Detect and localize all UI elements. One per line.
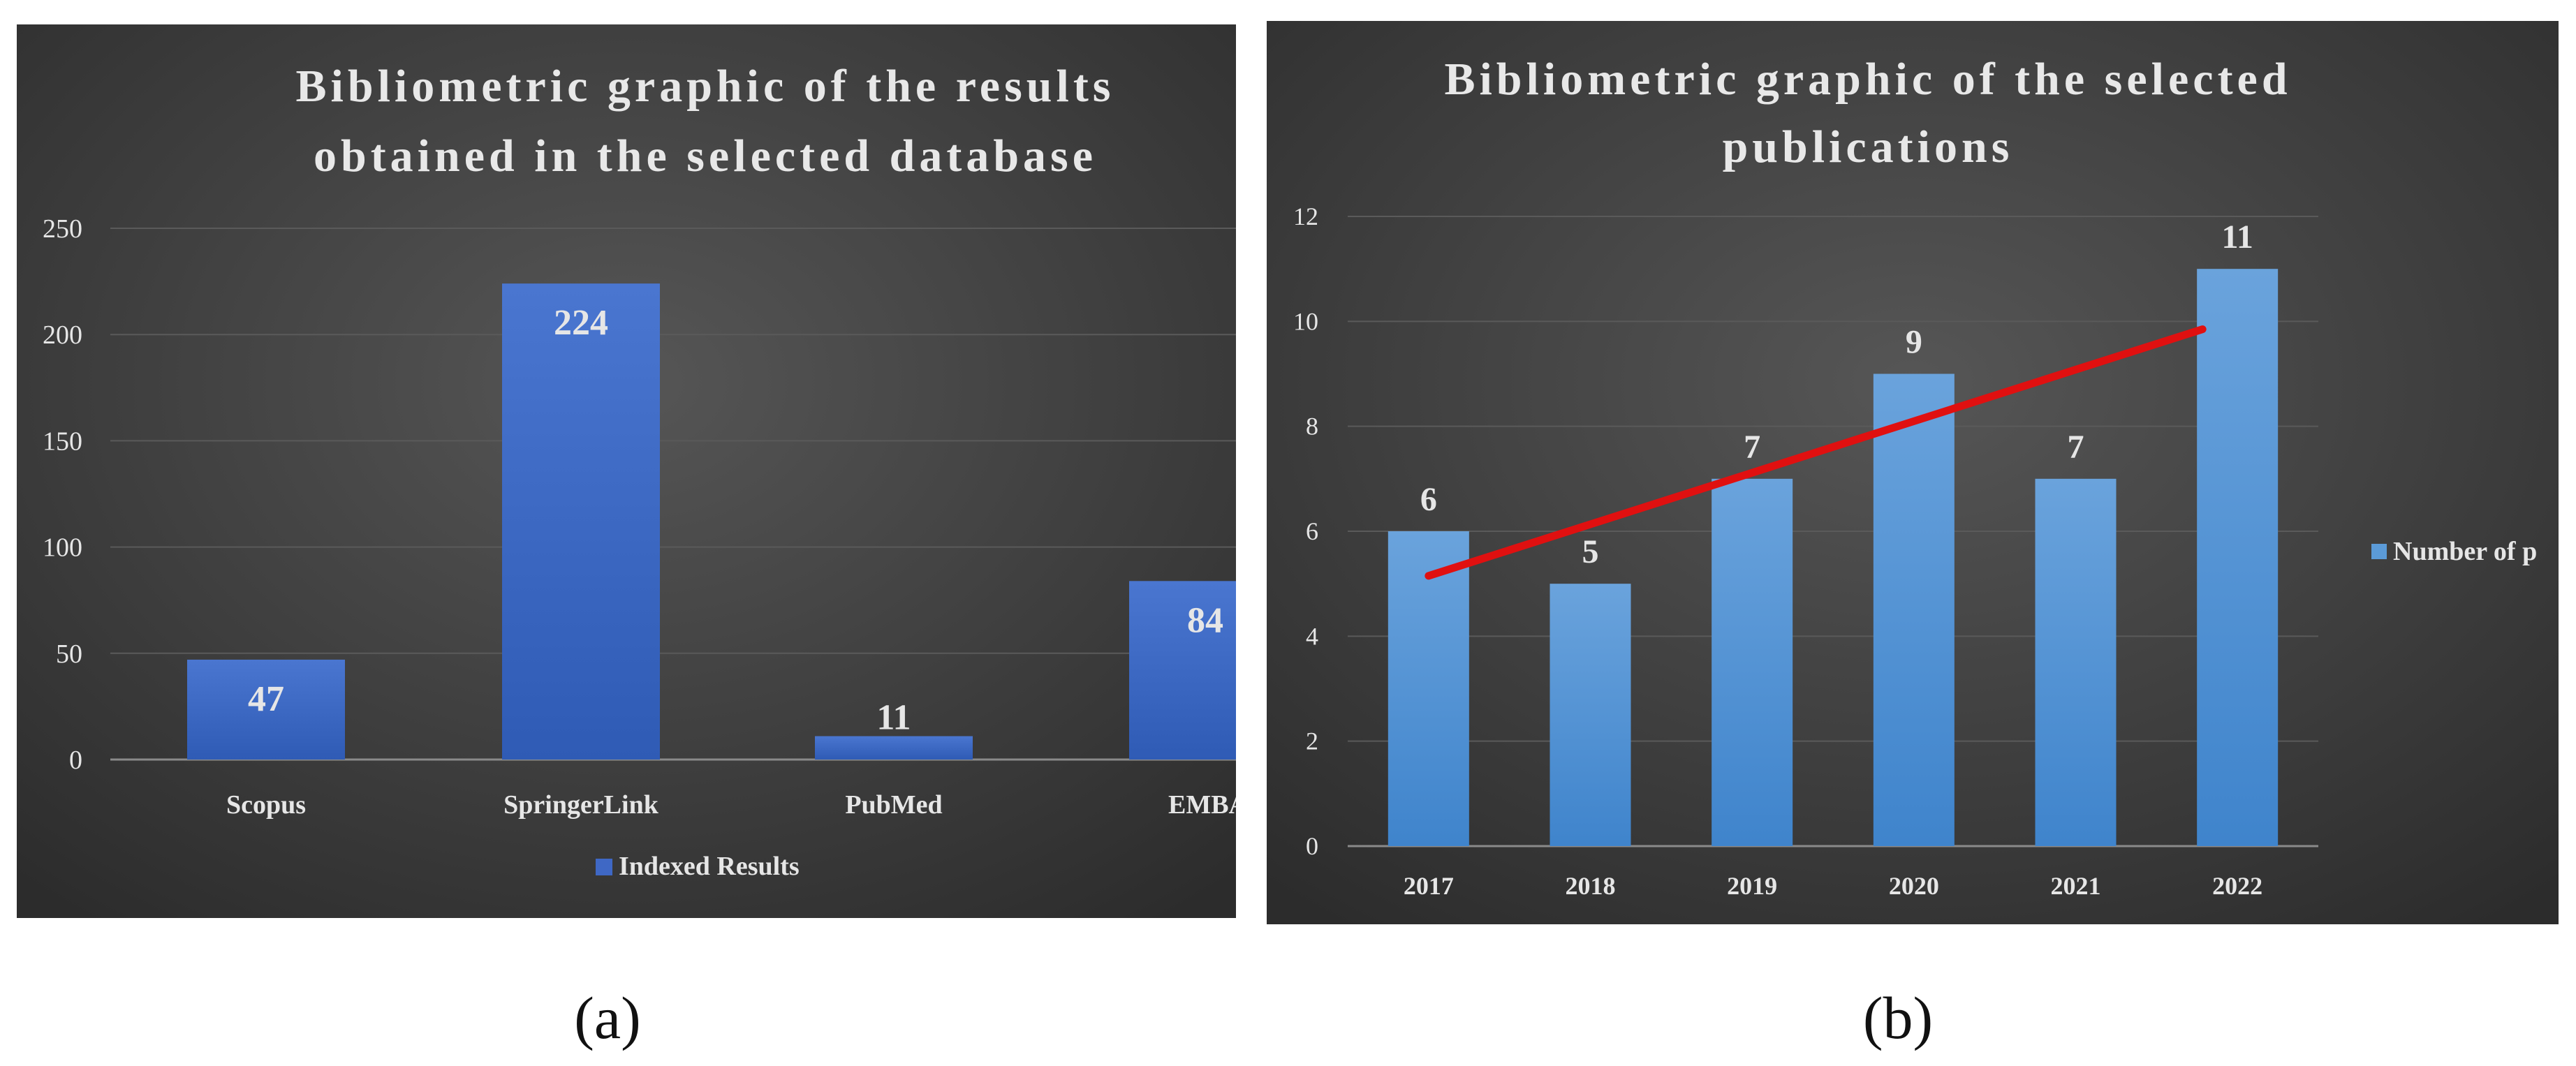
chart-a-title-line-2: obtained in the selected database xyxy=(314,131,1097,182)
chart-b-legend: Number of p xyxy=(2371,537,2537,566)
chart-panel-b: Bibliometric graphic of the selected pub… xyxy=(1267,21,2559,924)
chart-panel-a: Bibliometric graphic of the results obta… xyxy=(17,24,1249,918)
chart-b-bar-2022 xyxy=(2197,269,2279,847)
chart-b-data-label: 9 xyxy=(1906,324,1922,361)
chart-a-y-tick: 250 xyxy=(43,214,82,244)
chart-a-legend-label: Indexed Results xyxy=(619,852,800,881)
chart-b-category-label: 2017 xyxy=(1404,872,1454,900)
chart-b-category-label: 2022 xyxy=(2212,872,2262,900)
chart-a-data-label: 47 xyxy=(248,679,284,719)
chart-a-category-labels: Scopus SpringerLink PubMed EMBA xyxy=(226,790,1249,820)
chart-a-category-label: SpringerLink xyxy=(503,790,659,820)
chart-a-legend-swatch xyxy=(596,859,612,875)
chart-a-data-labels: 47 224 11 84 xyxy=(248,303,1223,737)
chart-a-y-tick: 100 xyxy=(43,533,82,563)
chart-b-data-label: 5 xyxy=(1582,533,1599,570)
chart-a-title-line-1: Bibliometric graphic of the results xyxy=(296,61,1115,112)
chart-b-y-tick: 6 xyxy=(1306,517,1318,545)
chart-b-y-tick: 12 xyxy=(1293,202,1318,230)
chart-b-bar-2021 xyxy=(2035,478,2117,846)
chart-b-category-label: 2019 xyxy=(1727,872,1777,900)
chart-b-y-tick: 8 xyxy=(1306,413,1318,441)
chart-b-category-labels: 2017 2018 2019 2020 2021 2022 xyxy=(1404,872,2262,900)
chart-a-category-label: PubMed xyxy=(845,790,942,820)
caption-a: (a) xyxy=(574,984,640,1051)
chart-b-bars xyxy=(1388,269,2279,847)
chart-a-bar-emba xyxy=(1129,581,1236,760)
chart-b-category-label: 2021 xyxy=(2051,872,2101,900)
chart-a-y-tick: 150 xyxy=(43,427,82,456)
chart-b-y-tick: 4 xyxy=(1306,622,1318,650)
chart-b-data-label: 7 xyxy=(2068,429,2084,466)
chart-b-legend-swatch xyxy=(2371,544,2387,559)
chart-b-y-tick: 10 xyxy=(1293,307,1318,335)
chart-a-y-tick: 50 xyxy=(56,639,82,669)
chart-b-legend-label: Number of p xyxy=(2393,537,2537,566)
chart-b-data-label: 7 xyxy=(1744,429,1760,466)
chart-b-category-label: 2018 xyxy=(1566,872,1616,900)
chart-b-bar-2019 xyxy=(1712,478,1793,846)
chart-a-y-tick: 0 xyxy=(69,746,82,775)
chart-a-y-tick-labels: 0 50 100 150 200 250 xyxy=(43,214,82,775)
chart-b-title-line-2: publications xyxy=(1723,121,2014,172)
chart-a-data-label: 11 xyxy=(876,698,911,738)
caption-b-text: (b) xyxy=(1863,984,1933,1051)
chart-b-category-label: 2020 xyxy=(1889,872,1939,900)
chart-a-data-label: 84 xyxy=(1187,600,1223,640)
chart-b-gridlines xyxy=(1348,216,2318,847)
chart-b-title-line-1: Bibliometric graphic of the selected xyxy=(1444,54,2291,105)
caption-b: (b) xyxy=(1863,984,1933,1051)
chart-a-bar-scopus xyxy=(187,659,345,760)
chart-a-category-label: Scopus xyxy=(226,790,306,820)
chart-b-trendline xyxy=(1425,325,2207,580)
caption-a-text: (a) xyxy=(574,984,640,1051)
chart-a-data-label: 224 xyxy=(554,303,608,343)
chart-a-y-tick: 200 xyxy=(43,320,82,350)
chart-b-y-tick: 2 xyxy=(1306,727,1318,755)
chart-a-legend: Indexed Results xyxy=(596,852,800,881)
chart-b-bar-2018 xyxy=(1550,584,1631,846)
chart-b-trendline-group xyxy=(1425,325,2207,580)
chart-b-y-tick-labels: 0 2 4 6 8 10 12 xyxy=(1293,202,1318,860)
chart-b-data-label: 6 xyxy=(1420,481,1437,518)
chart-b-bar-2020 xyxy=(1873,373,1955,846)
chart-b-y-tick: 0 xyxy=(1306,832,1318,860)
chart-a-bar-pubmed xyxy=(815,736,973,760)
chart-b-data-label: 11 xyxy=(2221,219,2253,256)
chart-a-bar-springerlink xyxy=(502,283,660,760)
chart-a-category-label: EMBA xyxy=(1168,790,1249,820)
chart-b-data-labels: 6 5 7 9 7 11 xyxy=(1420,219,2253,570)
chart-a-bars xyxy=(187,283,1236,760)
chart-b-bar-2017 xyxy=(1388,531,1469,846)
